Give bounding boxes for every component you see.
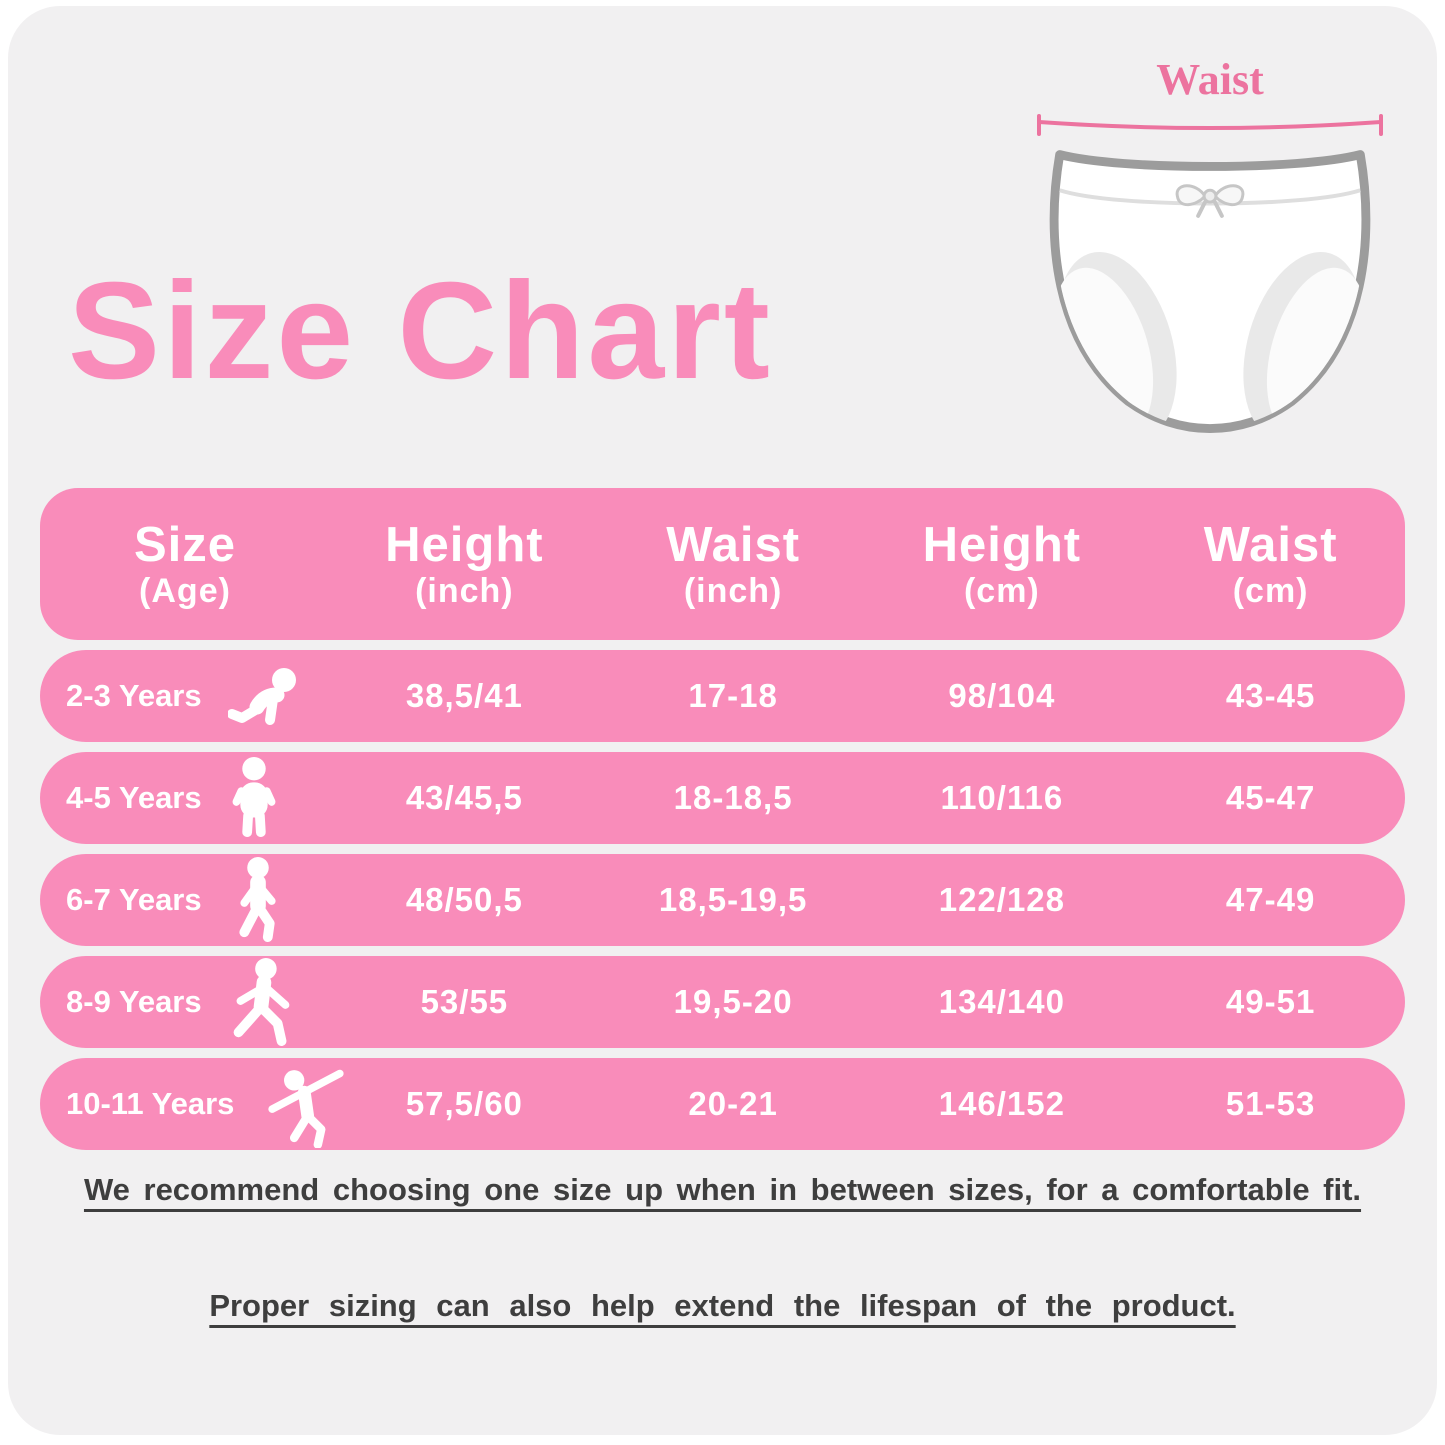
header-waist-cm: Waist (cm)	[1203, 517, 1338, 611]
height-cm-value: 98/104	[948, 677, 1056, 714]
height-inch-value: 57,5/60	[405, 1085, 523, 1122]
table-header-row: Size (Age) Height (inch) Waist (inch) He…	[40, 488, 1405, 640]
crawling-baby-icon	[227, 668, 296, 725]
fit-recommendation-note: We recommend choosing one size up when i…	[83, 1172, 1362, 1207]
waist-inch-value: 18,5-19,5	[658, 881, 808, 918]
height-cm-value: 146/152	[938, 1085, 1066, 1122]
waist-inch-value: 17-18	[688, 677, 778, 714]
sizing-lifespan-note: Proper sizing can also help extend the l…	[209, 1288, 1236, 1323]
table-row: 2-3 Years 38,5/41 17-18 98/104 43-45	[40, 650, 1405, 742]
table-row: 6-7 Years 48/50,5 18,5-19,5 122/128 47-4…	[40, 854, 1405, 946]
waist-inch-value: 18-18,5	[673, 779, 793, 816]
child-dancing-icon	[268, 1069, 345, 1148]
height-inch-value: 48/50,5	[405, 881, 523, 918]
waist-cm-value: 51-53	[1225, 1085, 1316, 1122]
height-inch-value: 43/45,5	[405, 779, 523, 816]
header-height-inch: Height (inch)	[385, 517, 544, 611]
height-inch-value: 38,5/41	[405, 677, 523, 714]
age-label: 2-3 Years	[66, 678, 202, 713]
bow-icon	[1175, 184, 1245, 218]
header-waist-inch: Waist (inch)	[666, 517, 801, 611]
size-table: Size (Age) Height (inch) Waist (inch) He…	[40, 488, 1405, 1150]
waist-label: Waist	[1156, 55, 1264, 104]
waist-measure-line-icon	[1037, 114, 1383, 136]
child-striding-icon	[233, 958, 290, 1046]
table-row: 8-9 Years 53/55 19,5-20 134/140 49-51	[40, 956, 1405, 1048]
age-label: 8-9 Years	[66, 984, 202, 1019]
table-row: 4-5 Years 43/45,5 18-18,5 110/116 45-47	[40, 752, 1405, 844]
page-title: Size Chart	[68, 254, 773, 408]
waist-inch-value: 20-21	[688, 1085, 778, 1122]
age-label: 6-7 Years	[66, 882, 202, 917]
waist-cm-value: 47-49	[1225, 881, 1316, 918]
height-cm-value: 134/140	[938, 983, 1066, 1020]
waist-cm-value: 49-51	[1225, 983, 1316, 1020]
age-cell: 2-3 Years	[40, 666, 330, 726]
height-cm-value: 122/128	[938, 881, 1066, 918]
waist-diagram: Waist	[1032, 58, 1388, 458]
height-inch-value: 53/55	[420, 983, 509, 1020]
child-walking-icon	[239, 857, 276, 943]
age-label: 4-5 Years	[66, 780, 202, 815]
waist-cm-value: 45-47	[1225, 779, 1316, 816]
waist-inch-value: 19,5-20	[673, 983, 793, 1020]
briefs-illustration-icon	[1049, 150, 1371, 433]
height-cm-value: 110/116	[940, 779, 1064, 816]
age-label: 10-11 Years	[66, 1086, 235, 1121]
age-cell: 4-5 Years	[40, 757, 330, 839]
table-row: 10-11 Years 57,5/60 20-21 146/152 51-53	[40, 1058, 1405, 1150]
age-cell: 6-7 Years	[40, 857, 330, 943]
header-height-cm: Height (cm)	[922, 517, 1082, 611]
age-cell: 8-9 Years	[40, 958, 330, 1046]
age-cell: 10-11 Years	[40, 1060, 345, 1148]
toddler-standing-icon	[232, 757, 276, 838]
waist-cm-value: 43-45	[1225, 677, 1316, 714]
header-size-age: Size (Age)	[133, 517, 237, 611]
